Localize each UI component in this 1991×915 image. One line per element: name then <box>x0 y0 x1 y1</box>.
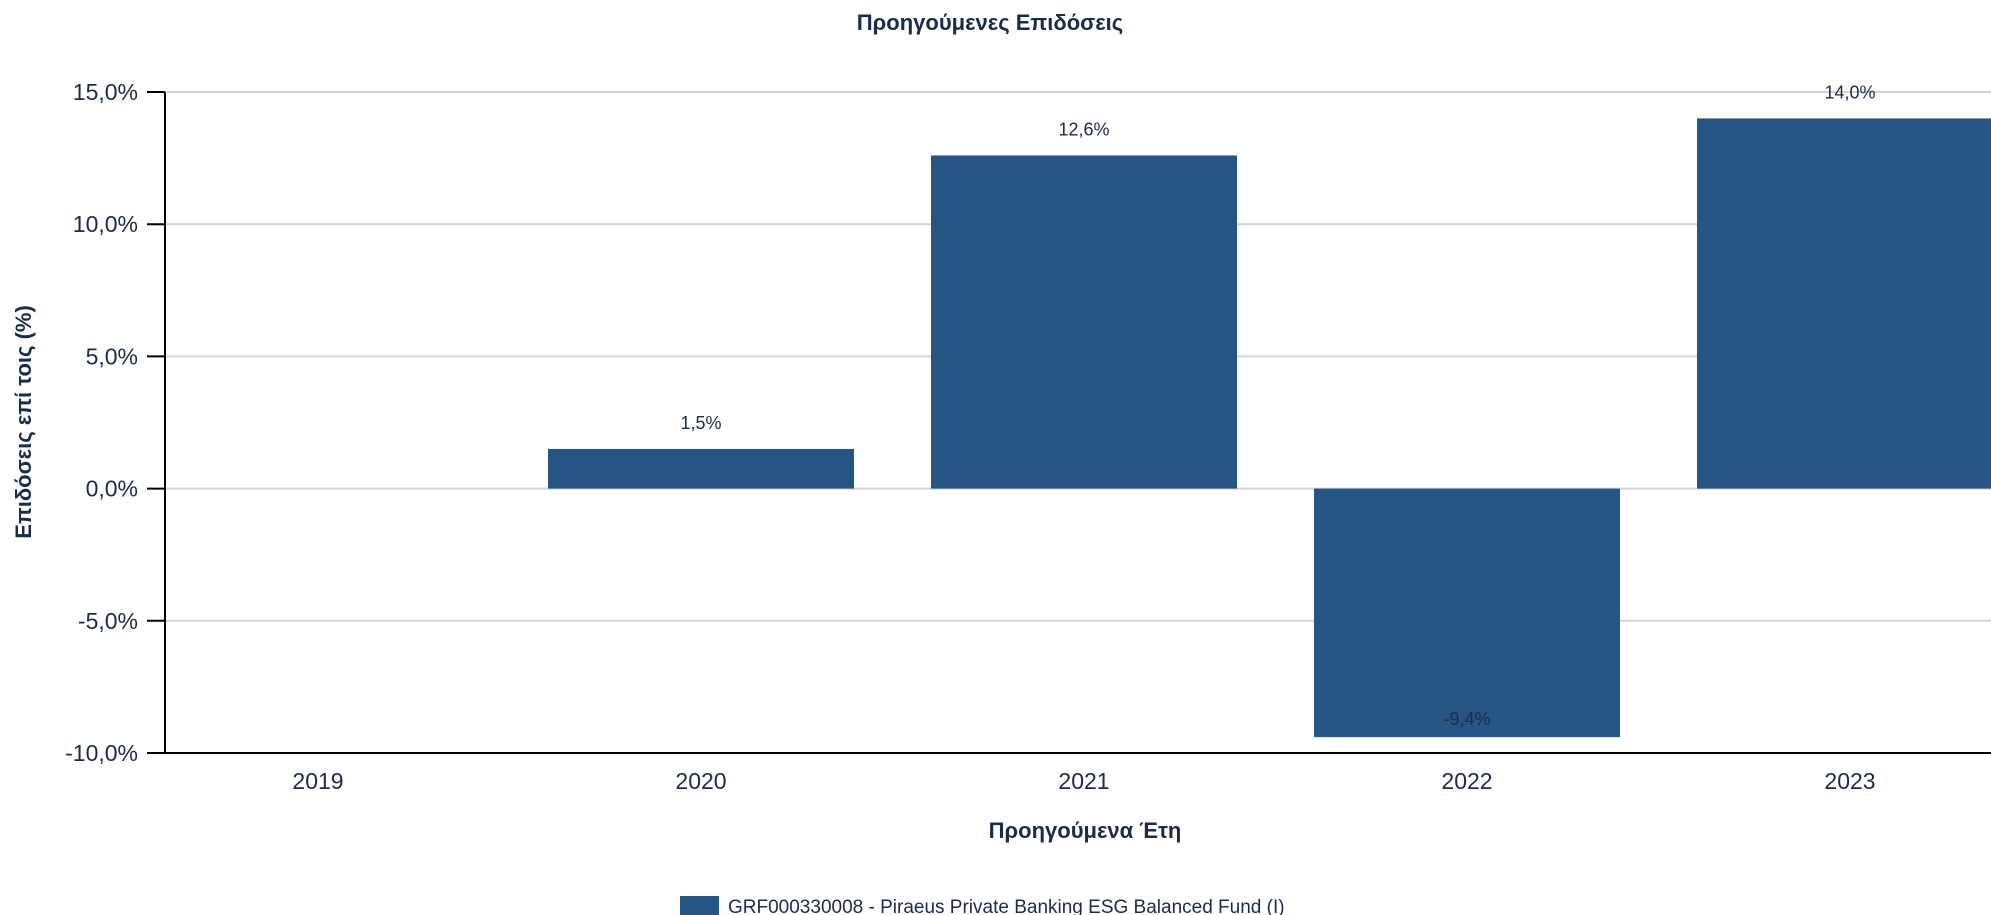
bar <box>1314 488 1620 738</box>
y-ticks: 15,0% 10,0% 5,0% 0,0% -5,0% -10,0% <box>65 79 165 766</box>
bar-data-label: 12,6% <box>1058 119 1109 139</box>
y-tick-label: -10,0% <box>65 740 138 766</box>
y-tick-label: -5,0% <box>78 608 138 634</box>
bars <box>548 118 1991 738</box>
y-tick-label: 5,0% <box>86 343 138 369</box>
x-axis-title: Προηγούμενα Έτη <box>989 818 1182 843</box>
bar-data-label: -9,4% <box>1443 709 1490 729</box>
legend-label: GRF000330008 - Piraeus Private Banking E… <box>728 897 1285 915</box>
y-tick-label: 0,0% <box>86 476 138 502</box>
data-labels: 1,5% 12,6% -9,4% 14,0% <box>680 82 1875 729</box>
y-axis-title: Επιδόσεις επί τοις (%) <box>11 305 36 539</box>
axes <box>164 92 1991 754</box>
x-tick-label: 2021 <box>1058 768 1109 794</box>
bar-data-label: 14,0% <box>1824 82 1875 102</box>
bar <box>931 155 1237 489</box>
y-tick-label: 10,0% <box>73 211 138 237</box>
x-tick-label: 2019 <box>292 768 343 794</box>
bar-data-label: 1,5% <box>680 413 721 433</box>
chart-title: Προηγούμενες Επιδόσεις <box>857 10 1123 35</box>
x-tick-label: 2022 <box>1441 768 1492 794</box>
legend-swatch <box>680 896 719 915</box>
legend: GRF000330008 - Piraeus Private Banking E… <box>680 896 1285 915</box>
bar <box>1697 118 1991 489</box>
y-tick-label: 15,0% <box>73 79 138 105</box>
x-tick-label: 2023 <box>1824 768 1875 794</box>
x-ticks: 2019 2020 2021 2022 2023 <box>292 768 1875 794</box>
bar <box>548 448 854 489</box>
x-tick-label: 2020 <box>675 768 726 794</box>
